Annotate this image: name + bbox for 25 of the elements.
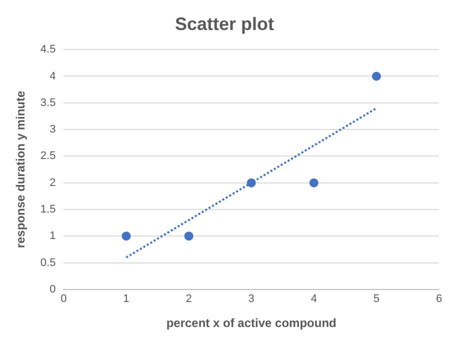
- point: [309, 178, 318, 188]
- y-tick-label: 0.5: [40, 256, 56, 269]
- point: [122, 232, 131, 241]
- x-tick-label: 4: [310, 293, 317, 306]
- chart-title: Scatter plot: [174, 14, 274, 34]
- x-tick-label: 0: [60, 293, 67, 306]
- y-tick-label: 2: [50, 176, 56, 189]
- x-tick-label: 2: [186, 293, 192, 306]
- y-tick-label: 1: [50, 230, 56, 242]
- y-tick-label: 2.5: [40, 150, 56, 162]
- point: [246, 178, 256, 188]
- y-tick-label: 1.5: [40, 204, 56, 216]
- y-tick-label: 3.5: [40, 96, 56, 109]
- point: [372, 72, 381, 81]
- x-tick-label: 6: [436, 293, 442, 306]
- y-tick-label: 4: [50, 70, 56, 82]
- x-tick-label: 5: [373, 293, 380, 306]
- x-tick-label: 1: [123, 293, 130, 306]
- y-tick-label: 4.5: [40, 44, 56, 56]
- y-tick-label: 3: [50, 124, 56, 136]
- point: [184, 232, 194, 241]
- x-tick-label: 3: [248, 293, 254, 306]
- y-axis-title: response duration y minute: [14, 90, 28, 248]
- x-axis-title: percent x of active compound: [166, 316, 336, 330]
- y-tick-label: 0: [50, 283, 56, 296]
